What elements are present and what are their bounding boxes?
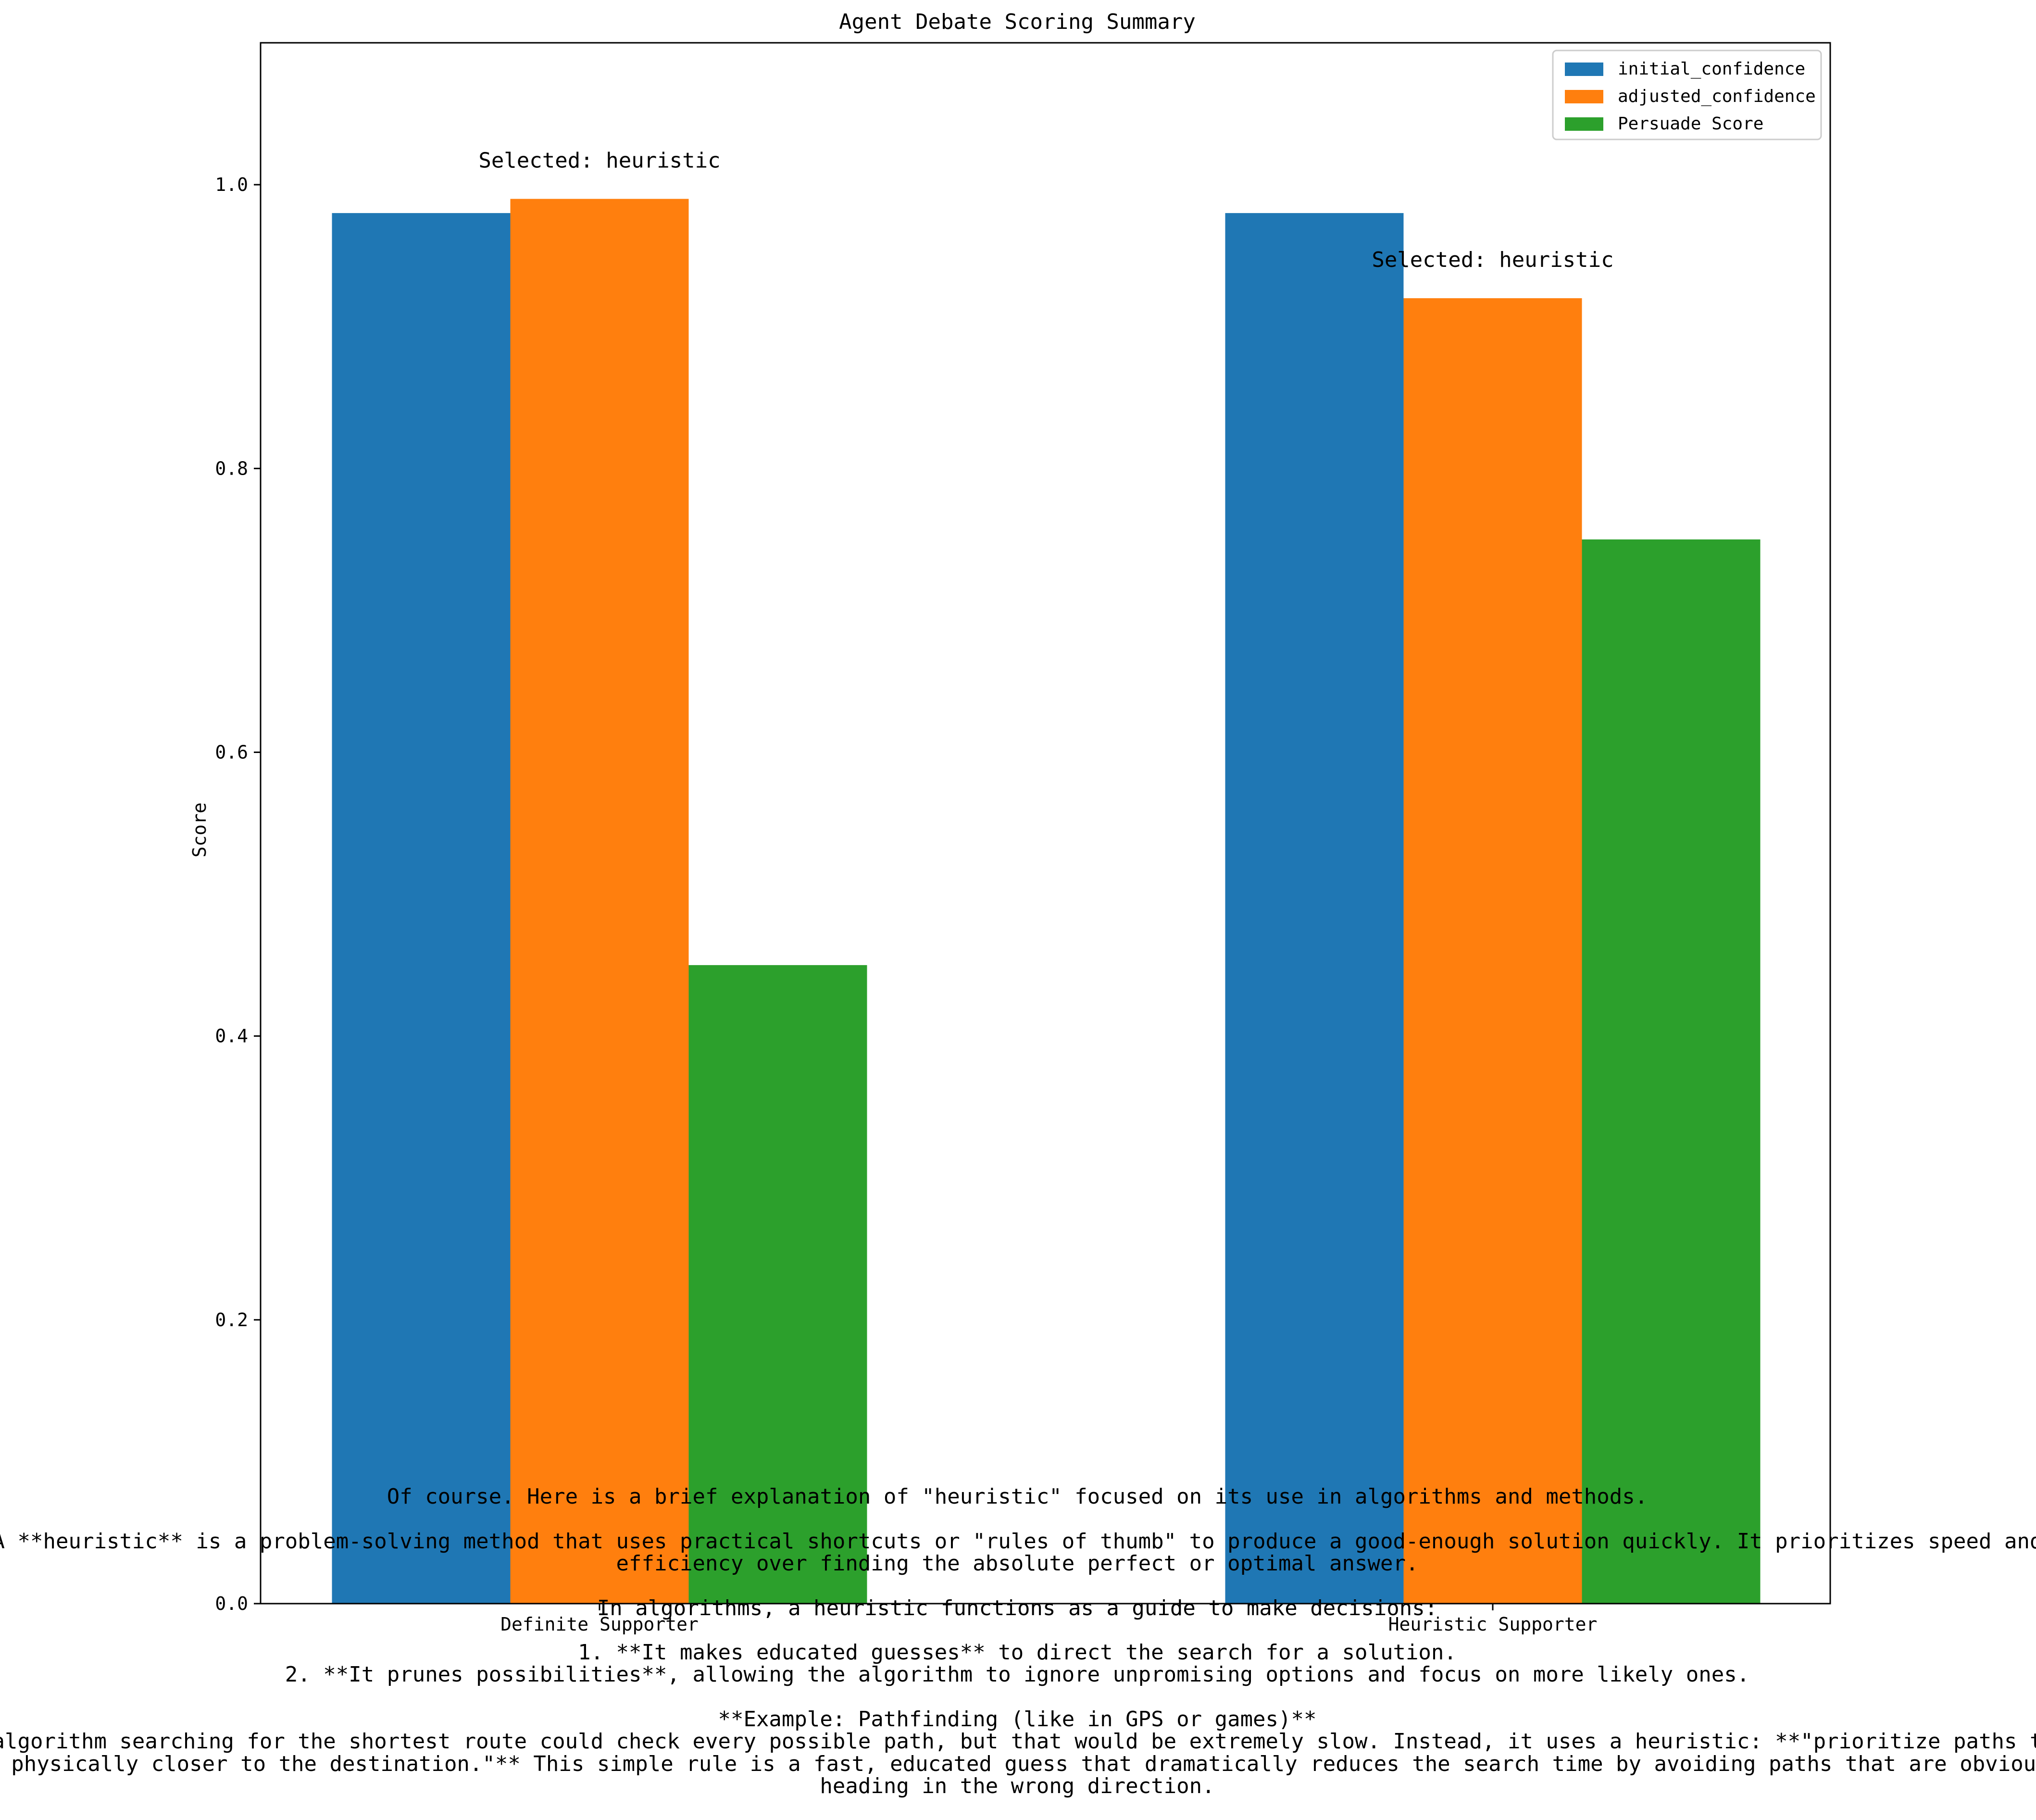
bar-initial-confidence-0 [332,213,511,1604]
x-axis: Definite Supporter Heuristic Supporter [500,1604,1597,1635]
y-tick-label: 0.0 [215,1593,248,1614]
explanation-line: heading in the wrong direction. [820,1774,1214,1798]
chart-title: Agent Debate Scoring Summary [839,10,1196,34]
explanation-line: An algorithm searching for the shortest … [0,1729,2036,1754]
selected-annotation: Selected: heuristic [478,149,720,173]
explanation-line: 2. **It prunes possibilities**, allowing… [285,1662,1749,1687]
explanation-line: get physically closer to the destination… [0,1752,2036,1776]
legend-label: adjusted_confidence [1618,87,1816,106]
explanation-line: Of course. Here is a brief explanation o… [387,1484,1648,1509]
legend-label: Persuade Score [1618,114,1763,134]
bar-adjusted-confidence-1 [1403,298,1582,1604]
y-tick-label: 0.8 [215,458,248,479]
y-tick-label: 0.4 [215,1026,248,1047]
bar-persuade-score-1 [1582,539,1761,1604]
explanation-line: **Example: Pathfinding (like in GPS or g… [718,1707,1316,1732]
bars-layer [332,199,1761,1604]
bar-persuade-score-0 [688,965,867,1604]
plot-frame [260,42,1831,1605]
bar-initial-confidence-1 [1225,213,1404,1604]
legend-box [1552,50,1822,140]
y-axis-label: Score [189,803,210,857]
explanation-line: 1. **It makes educated guesses** to dire… [578,1640,1457,1665]
y-axis: 0.0 0.2 0.4 0.6 0.8 1.0 [215,174,261,1614]
y-tick-label: 1.0 [215,174,248,195]
legend-swatch [1565,63,1603,76]
explanation-line: A **heuristic** is a problem-solving met… [0,1529,2036,1554]
legend-swatch [1565,90,1603,103]
x-tick-label: Definite Supporter [500,1614,699,1635]
legend-swatch [1565,117,1603,131]
bar-adjusted-confidence-0 [510,199,689,1604]
legend-label: initial_confidence [1618,59,1805,79]
explanation-line: efficiency over finding the absolute per… [616,1551,1419,1576]
y-tick-label: 0.6 [215,741,248,763]
annotations-layer: Selected: heuristic Selected: heuristic [478,149,1613,273]
explanation-line: In algorithms, a heuristic functions as … [597,1596,1437,1620]
y-tick-label: 0.2 [215,1309,248,1330]
explanation-text: Of course. Here is a brief explanation o… [0,1484,2036,1798]
legend: initial_confidence adjusted_confidence Per… [1552,50,1822,140]
x-tick-label: Heuristic Supporter [1388,1614,1598,1635]
selected-annotation: Selected: heuristic [1372,248,1613,272]
